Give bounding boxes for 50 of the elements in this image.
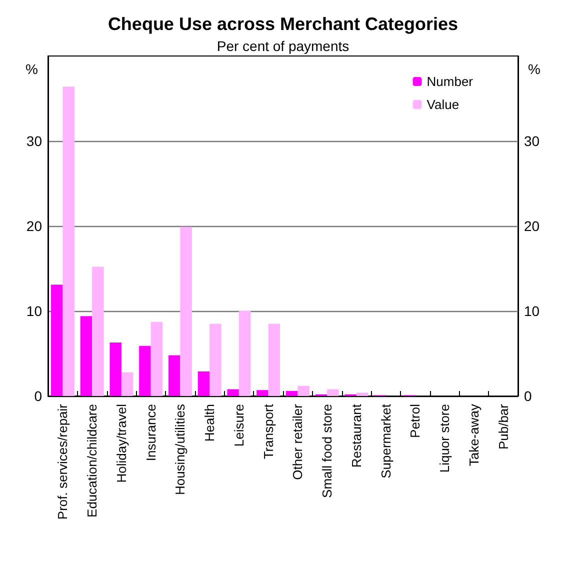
x-tick-label: Small food store: [320, 404, 335, 498]
x-tick-label: Leisure: [231, 404, 246, 447]
x-tick-label: Liquor store: [437, 404, 452, 473]
bar: [121, 372, 134, 396]
bar: [180, 226, 192, 396]
x-tick-label: Supermarket: [378, 404, 394, 478]
x-tick-label: Other retailer: [290, 403, 306, 480]
x-tick-label: Take-away: [466, 404, 482, 466]
bar: [139, 346, 151, 396]
legend-label: Value: [426, 97, 460, 112]
y2-axis-title: %: [528, 61, 540, 77]
x-tick-label: Insurance: [143, 404, 158, 462]
chart-title: Cheque Use across Merchant Categories: [108, 14, 458, 34]
bar: [198, 371, 210, 396]
bar: [256, 390, 268, 396]
y2-tick-label: 0: [524, 388, 532, 404]
x-tick-label: Transport: [260, 404, 276, 460]
y-tick-label: 0: [34, 388, 42, 404]
bar: [227, 389, 239, 396]
x-tick-label: Pub/bar: [496, 403, 511, 450]
x-tick-label: Education/childcare: [84, 404, 100, 518]
x-tick-label: Petrol: [408, 404, 423, 438]
bar: [327, 389, 339, 396]
bar: [210, 324, 222, 396]
legend-label: Number: [426, 74, 474, 89]
y-tick-label: 30: [26, 133, 42, 149]
bar: [92, 266, 104, 396]
bar: [356, 392, 368, 396]
bar: [50, 284, 63, 396]
bar: [298, 386, 310, 396]
y-tick-label: 10: [26, 303, 42, 319]
x-tick-label: Holiday/travel: [114, 404, 129, 483]
bar: [286, 390, 298, 396]
y2-tick-label: 20: [524, 218, 540, 234]
chart-subtitle: Per cent of payments: [216, 38, 350, 54]
bar: [80, 316, 92, 396]
bar: [238, 311, 251, 396]
y2-tick-label: 10: [524, 303, 540, 319]
y-axis-title: %: [26, 61, 38, 77]
bar: [110, 342, 122, 396]
y2-tick-label: 30: [524, 133, 540, 149]
x-tick-label: Prof. services/repair: [55, 403, 70, 520]
bar: [62, 86, 74, 396]
bar: [268, 324, 280, 396]
x-tick-label: Health: [202, 404, 218, 442]
bar: [168, 355, 180, 396]
bar: [150, 322, 163, 396]
x-tick-label: Restaurant: [348, 404, 364, 468]
y-tick-label: 20: [26, 218, 42, 234]
x-tick-label: Housing/utilities: [172, 404, 188, 496]
